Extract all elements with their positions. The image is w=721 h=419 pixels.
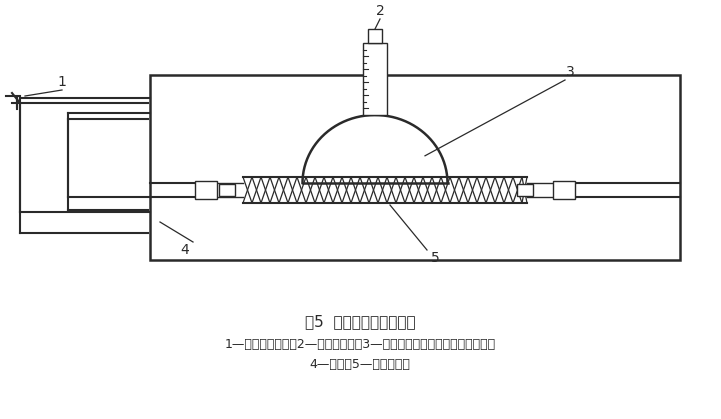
Text: 5: 5 <box>430 251 439 265</box>
Text: 1: 1 <box>58 75 66 89</box>
Bar <box>219 184 235 196</box>
Text: 4: 4 <box>181 243 190 257</box>
Text: 4—水槽；5—试验样管。: 4—水槽；5—试验样管。 <box>309 357 410 370</box>
Bar <box>517 184 533 196</box>
Bar <box>150 75 680 260</box>
Bar <box>195 181 217 199</box>
Bar <box>368 29 382 43</box>
Bar <box>363 43 387 115</box>
Text: 1—空气或氮气源；2—倒置的量筒；3—漏斗盖住软管及每个塞筒的一半；: 1—空气或氮气源；2—倒置的量筒；3—漏斗盖住软管及每个塞筒的一半； <box>224 337 495 351</box>
Bar <box>553 181 575 199</box>
Text: 3: 3 <box>566 65 575 79</box>
Text: 2: 2 <box>376 4 384 18</box>
Text: 图5  气体渗漏试验的装置: 图5 气体渗漏试验的装置 <box>305 315 415 329</box>
